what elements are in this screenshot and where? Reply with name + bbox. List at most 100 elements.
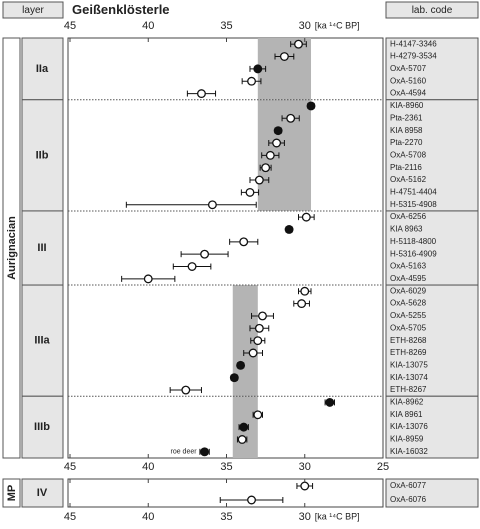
period-label: Aurignacian — [6, 216, 18, 280]
date-point — [272, 138, 282, 148]
x-tick-label: 35 — [220, 511, 232, 523]
layer-header: layer — [22, 5, 44, 16]
x-tick-label: 25 — [377, 461, 389, 473]
layer-label: IIb — [36, 149, 49, 161]
lab-code: OxA-5160 — [390, 76, 427, 85]
date-point — [207, 200, 217, 210]
lab-code: OxA-5628 — [390, 299, 427, 308]
x-tick-label: 30 — [299, 20, 311, 32]
date-point — [237, 435, 247, 444]
code-box — [385, 395, 479, 459]
code-box — [385, 478, 479, 508]
code-box — [385, 99, 479, 212]
lab-code: ETH-8268 — [390, 336, 427, 345]
date-point — [301, 212, 311, 222]
lab-code: OxA-6077 — [390, 481, 427, 490]
date-point — [200, 447, 210, 457]
lab-code: H-4751-4404 — [390, 188, 437, 197]
lab-code: KIA 8963 — [390, 225, 423, 234]
plot-frame — [67, 37, 384, 459]
date-point — [253, 336, 263, 346]
x-tick-label: 35 — [220, 461, 232, 473]
lab-code: Pta-2116 — [390, 163, 422, 172]
date-point — [253, 64, 263, 74]
lab-code: OxA-6256 — [390, 212, 427, 221]
layer-header-box — [2, 1, 64, 19]
date-point — [294, 39, 303, 49]
x-axis-label: [ka ¹⁴C BP] — [315, 20, 360, 30]
x-tick-label: 45 — [64, 20, 76, 32]
lab-code: Pta-2361 — [390, 113, 423, 122]
code-box — [385, 210, 479, 286]
lab-code: H-5316-4909 — [390, 249, 437, 258]
layer-label: IIa — [36, 63, 49, 75]
code-header: lab. code — [412, 5, 453, 16]
date-point — [143, 274, 153, 284]
lab-code: KIA-13075 — [390, 360, 428, 369]
date-point — [306, 101, 316, 111]
code-header-box — [385, 1, 479, 19]
x-tick-label: 45 — [64, 511, 76, 523]
layer-box — [21, 99, 64, 212]
lab-code: KIA 8961 — [390, 410, 423, 419]
date-point — [286, 113, 296, 123]
date-point — [245, 187, 255, 197]
layer-box — [21, 284, 64, 397]
x-tick-label: 40 — [142, 20, 154, 32]
date-band — [257, 38, 312, 100]
chart-title: Geißenklösterle — [72, 2, 170, 17]
layer-box — [21, 210, 64, 286]
date-point — [200, 249, 210, 259]
date-point — [279, 52, 289, 61]
annotation: roe deer — [171, 449, 198, 456]
layer-label: III — [37, 242, 46, 254]
date-point — [325, 397, 335, 407]
lab-code: OxA-5705 — [390, 323, 427, 332]
lab-code: OxA-5162 — [390, 175, 427, 184]
x-tick-label: 30 — [299, 511, 311, 523]
lab-code: ETH-8269 — [390, 348, 427, 357]
date-point — [187, 262, 197, 271]
layer-box — [21, 478, 64, 508]
lab-code: KIA-8960 — [390, 101, 424, 110]
date-point — [265, 150, 275, 160]
date-point — [248, 348, 258, 358]
lab-code: Pta-2270 — [390, 138, 423, 147]
date-point — [258, 311, 267, 321]
lab-code: KIA-8959 — [390, 435, 424, 444]
date-point — [239, 422, 249, 432]
lab-code: H-4279-3534 — [390, 52, 437, 61]
layer-label: IIIa — [34, 335, 50, 347]
lab-code: KIA-8962 — [390, 398, 424, 407]
x-tick-label: 40 — [142, 511, 154, 523]
period-box — [2, 478, 21, 508]
date-point — [253, 410, 263, 420]
lab-code: OxA-5708 — [390, 150, 427, 159]
lab-code: KIA 8958 — [390, 126, 423, 135]
plot-frame — [67, 478, 384, 508]
x-tick-label: 40 — [142, 461, 154, 473]
date-point — [197, 89, 206, 99]
layer-label: IV — [37, 487, 48, 499]
date-point — [254, 323, 264, 333]
date-point — [300, 481, 310, 491]
lab-code: OxA-5163 — [390, 262, 427, 271]
period-label: MP — [6, 485, 18, 502]
x-axis-label: [ka ¹⁴C BP] — [315, 511, 360, 521]
x-tick-label: 30 — [299, 461, 311, 473]
layer-box — [21, 395, 64, 459]
date-point — [247, 495, 256, 505]
date-point — [236, 360, 246, 370]
date-point — [254, 175, 264, 185]
lab-code: H-4147-3346 — [390, 39, 437, 48]
date-point — [181, 385, 191, 395]
lab-code: OxA-4595 — [390, 274, 427, 283]
date-point — [239, 237, 249, 247]
lab-code: OxA-6029 — [390, 286, 427, 295]
lab-code: KIA-13074 — [390, 373, 428, 382]
date-point — [247, 76, 256, 86]
lab-code: OxA-5255 — [390, 311, 427, 320]
layer-label: IIIb — [34, 421, 50, 433]
lab-code: H-5118-4800 — [390, 237, 437, 246]
